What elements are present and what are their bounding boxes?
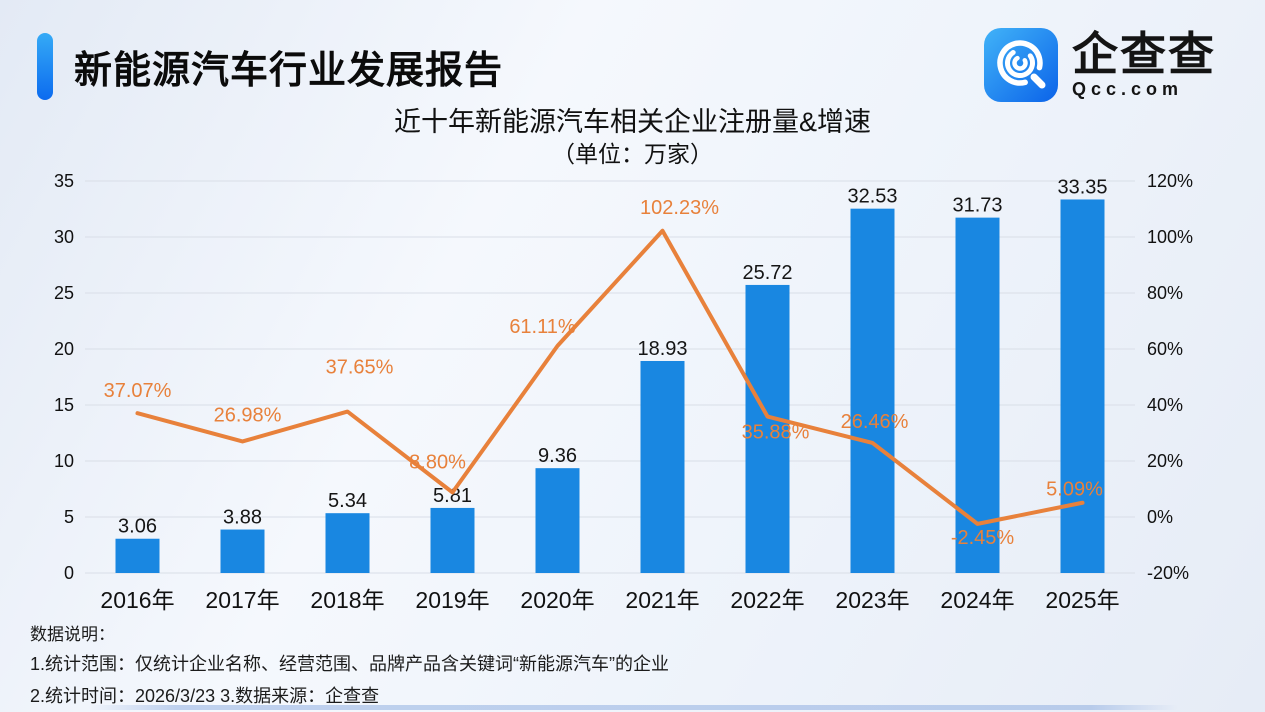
line-value-label: 37.65%: [326, 357, 394, 379]
line-value-label: 26.46%: [841, 411, 909, 433]
bar: [1060, 199, 1105, 574]
note-time-and-source: 2.统计时间：2026/3/23 3.数据来源：企查查: [30, 686, 380, 706]
qcc-logo: 企查查 Qcc.com: [984, 28, 1216, 102]
right-axis-tick: 60%: [1147, 339, 1183, 359]
title-accent-bar: [37, 33, 53, 100]
right-axis-tick: 0%: [1147, 507, 1173, 527]
right-axis-tick: 40%: [1147, 395, 1183, 415]
growth-line: [135, 228, 1085, 526]
bar: [325, 513, 370, 573]
x-axis-label: 2017年: [205, 587, 279, 613]
bar-value-label: 3.88: [223, 507, 262, 529]
x-axis-label: 2016年: [100, 587, 174, 613]
x-axis-label: 2020年: [520, 587, 594, 613]
line-value-label: 5.09%: [1046, 479, 1103, 501]
x-axis-label: 2021年: [625, 587, 699, 613]
bar-value-label: 25.72: [742, 262, 792, 284]
right-axis-tick: 100%: [1147, 227, 1193, 247]
line-value-label: -2.45%: [951, 527, 1015, 549]
note-scope: 1.统计范围：仅统计企业名称、经营范围、品牌产品含关键词“新能源汽车”的企业: [30, 654, 669, 674]
bar-value-label: 5.81: [433, 485, 472, 507]
right-axis-tick: 120%: [1147, 171, 1193, 191]
bar: [850, 208, 895, 573]
bar-value-label: 9.36: [538, 445, 577, 467]
line-value-label: 37.07%: [104, 380, 172, 402]
left-axis-tick: 25: [54, 283, 74, 303]
x-axis-label: 2025年: [1045, 587, 1119, 613]
x-axis-label: 2022年: [730, 587, 804, 613]
bar-value-label: 3.06: [118, 516, 157, 538]
left-axis-tick: 5: [64, 507, 74, 527]
left-axis-tick: 10: [54, 451, 74, 471]
right-axis-tick: -20%: [1147, 563, 1189, 583]
x-axis-label: 2019年: [415, 587, 489, 613]
notes-title: 数据说明：: [30, 625, 115, 644]
x-axis-label: 2024年: [940, 587, 1014, 613]
left-axis-tick: 30: [54, 227, 74, 247]
bar-value-label: 31.73: [952, 195, 1002, 217]
x-axis-label: 2023年: [835, 587, 909, 613]
bar: [220, 529, 265, 573]
chart-title: 近十年新能源汽车相关企业注册量&增速: [393, 107, 871, 137]
brand-name-en: Qcc.com: [1072, 78, 1184, 99]
bar-value-label: 18.93: [637, 338, 687, 360]
bar: [430, 507, 475, 573]
right-axis-tick: 80%: [1147, 283, 1183, 303]
left-axis-tick: 15: [54, 395, 74, 415]
line-value-label: 61.11%: [509, 316, 576, 338]
chart-subtitle: （单位：万家）: [552, 141, 713, 167]
bottom-decor-bar: [88, 705, 1178, 710]
bar-value-label: 33.35: [1057, 176, 1107, 198]
page-title: 新能源汽车行业发展报告: [74, 50, 504, 92]
brand-name-cn: 企查查: [1072, 27, 1216, 80]
line-value-label: 35.88%: [742, 422, 810, 444]
left-axis-tick: 20: [54, 339, 74, 359]
x-axis-label: 2018年: [310, 587, 384, 613]
bar: [640, 360, 685, 573]
left-axis-tick: 0: [64, 563, 74, 583]
bar: [745, 284, 790, 573]
bar: [115, 538, 160, 573]
line-value-label: 26.98%: [214, 404, 282, 426]
right-axis-tick: 20%: [1147, 451, 1183, 471]
brand-text: 企查查 Qcc.com: [1072, 28, 1216, 102]
left-axis-tick: 35: [54, 171, 74, 191]
bar-value-label: 32.53: [847, 186, 897, 208]
bar-value-label: 5.34: [328, 490, 367, 512]
qcc-logo-icon: [984, 28, 1058, 102]
line-value-label: 8.80%: [409, 451, 466, 473]
bar: [535, 468, 580, 573]
line-value-label: 102.23%: [640, 197, 719, 219]
